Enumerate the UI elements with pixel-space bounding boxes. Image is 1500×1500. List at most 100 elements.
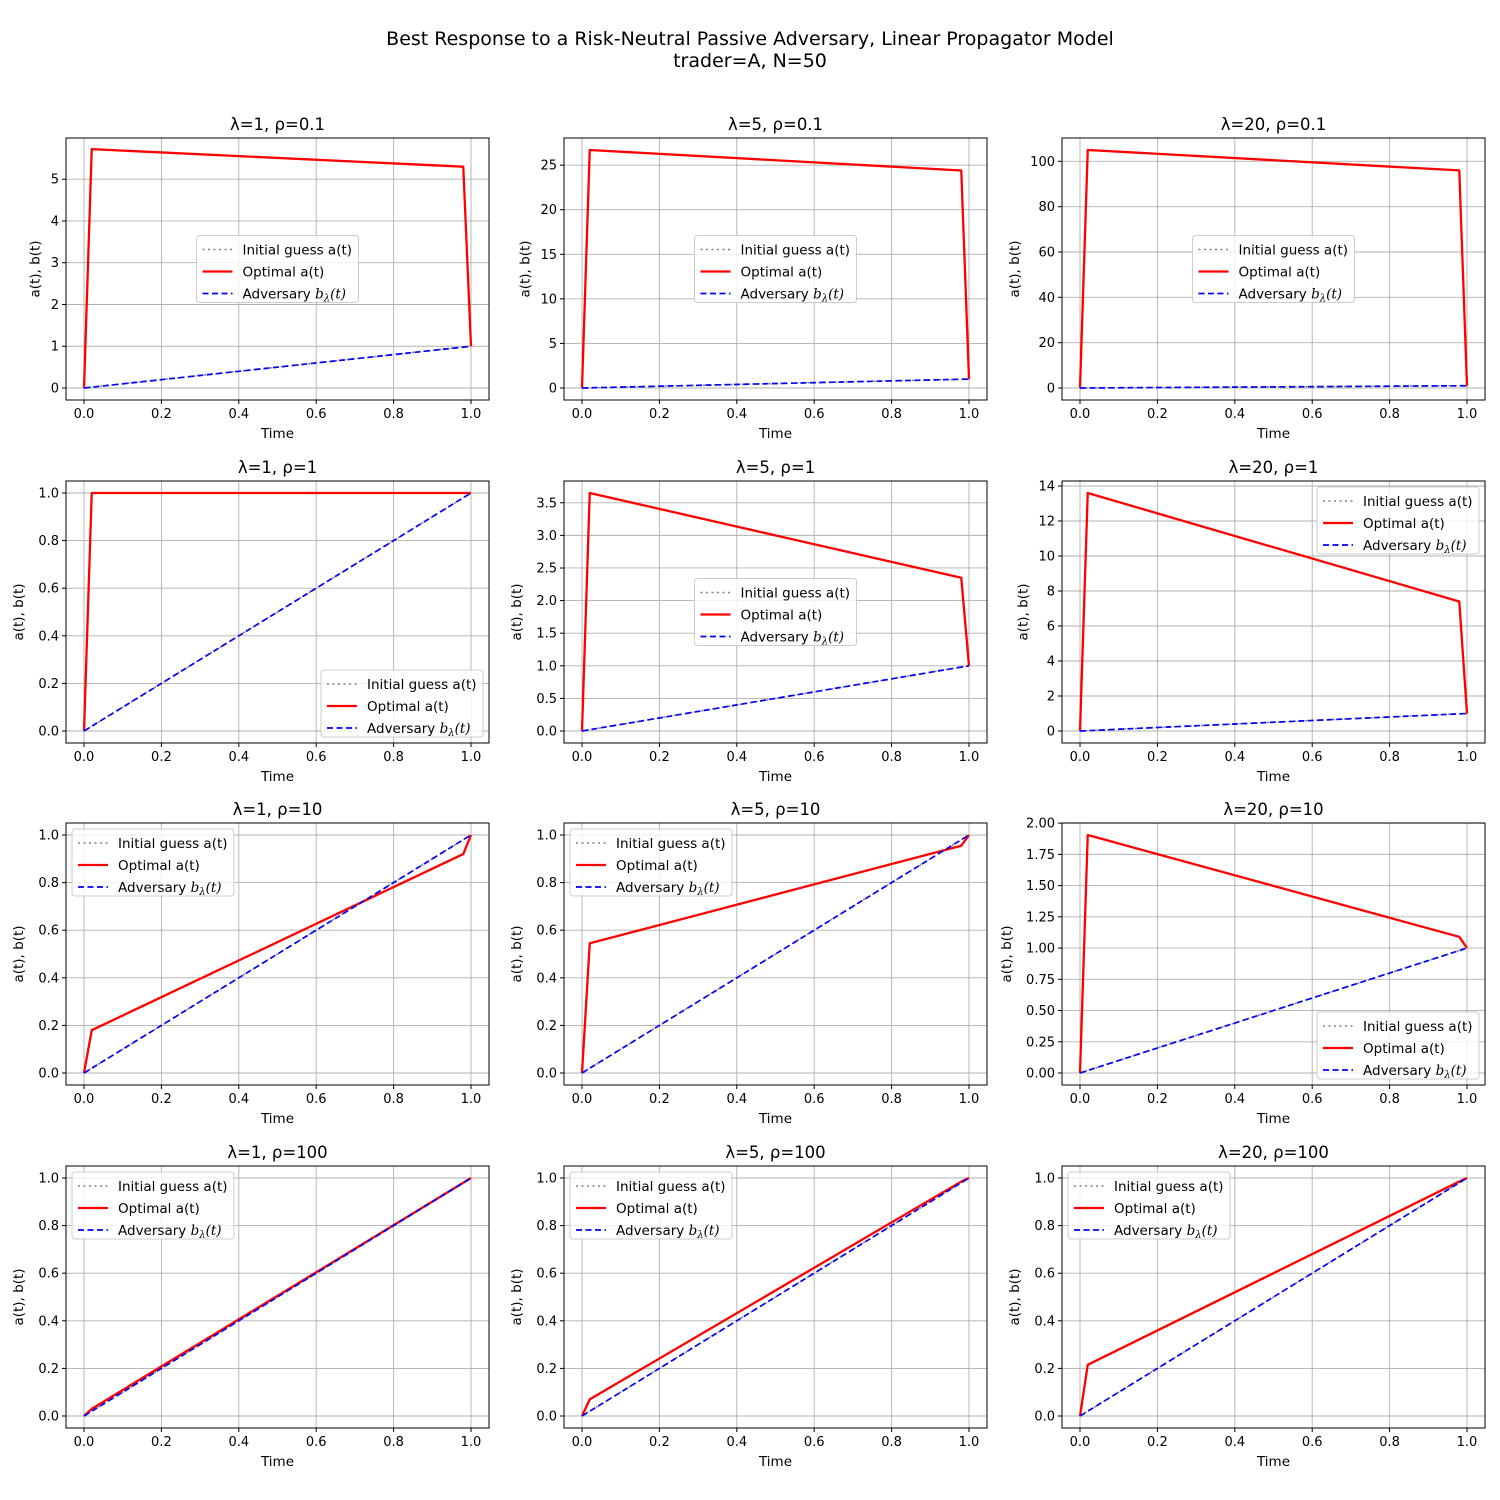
y-tick-label: 0.25 <box>1026 1035 1055 1050</box>
series-group <box>82 148 473 389</box>
legend-label-adversary: Adversary bλ(t) <box>1114 1223 1218 1241</box>
y-tick-label: 0.2 <box>536 1019 557 1034</box>
x-tick-label: 0.2 <box>649 1435 670 1450</box>
x-tick-label: 0.6 <box>1302 1092 1323 1107</box>
y-tick-label: 1.0 <box>1034 1172 1055 1187</box>
y-tick-label: 0.8 <box>1034 1219 1055 1234</box>
x-tick-label: 0.0 <box>1070 1435 1091 1450</box>
axes-frame <box>563 480 988 744</box>
series-group <box>580 148 971 389</box>
legend-label-adversary: Adversary bλ(t) <box>616 880 720 898</box>
legend-label-optimal: Optimal a(t) <box>1363 516 1445 532</box>
legend: Initial guess a(t) Optimal a(t) Adversary … <box>1316 1011 1480 1081</box>
y-tick-label: 0.6 <box>536 924 557 939</box>
legend-label-initial: Initial guess a(t) <box>243 243 353 259</box>
y-tick-label: 2 <box>51 298 59 313</box>
axes-frame <box>65 1165 490 1429</box>
subplot-2: 0.0 0.2 0.4 0.6 0.8 1.0 0 5 10 15 20 25 λ=5, ρ=0.1 Ti… <box>517 115 988 442</box>
figure-title-line2: trader=A, N=50 <box>673 50 827 72</box>
x-axis-label: Time <box>1256 769 1290 785</box>
y-tick-label: 5 <box>549 337 557 352</box>
x-tick-label: 1.0 <box>461 1092 482 1107</box>
legend-label-adversary: Adversary bλ(t) <box>118 1223 222 1241</box>
x-tick-label: 0.2 <box>151 1435 172 1450</box>
series-line-dashed <box>83 345 472 389</box>
y-tick-label: 0.6 <box>536 1267 557 1282</box>
x-tick-label: 0.0 <box>1070 407 1091 422</box>
y-tick-label: 3 <box>51 256 59 271</box>
y-tick-label: 0.8 <box>38 534 59 549</box>
x-tick-label: 1.0 <box>1457 1435 1478 1450</box>
x-tick-label: 0.4 <box>228 407 249 422</box>
y-tick-label: 1.0 <box>536 829 557 844</box>
x-tick-label: 0.2 <box>649 1092 670 1107</box>
series-line-solid <box>1078 833 1468 1074</box>
y-tick-label: 25 <box>540 159 557 174</box>
y-tick-label: 0.0 <box>38 1067 59 1082</box>
y-tick-label: 0.75 <box>1026 973 1055 988</box>
legend-label-initial: Initial guess a(t) <box>1114 1179 1224 1195</box>
y-tick-label: 2.0 <box>536 594 557 609</box>
legend-label-optimal: Optimal a(t) <box>367 699 449 715</box>
legend-box <box>694 578 857 646</box>
y-tick-label: 0.4 <box>38 971 59 986</box>
x-tick-label: 0.4 <box>1224 750 1245 765</box>
x-axis-label: Time <box>1256 1454 1290 1470</box>
x-tick-label: 0.8 <box>1379 1092 1400 1107</box>
y-tick-label: 1.75 <box>1026 848 1055 863</box>
y-tick-label: 5 <box>51 173 59 188</box>
legend-label-initial: Initial guess a(t) <box>1239 243 1349 259</box>
subplot-8: 0.0 0.2 0.4 0.6 0.8 1.0 0.0 0.2 0.4 0.6 0.8 1.0 λ=5,… <box>509 800 988 1127</box>
x-tick-label: 0.4 <box>1224 407 1245 422</box>
x-tick-label: 0.6 <box>804 407 825 422</box>
series-line-dashed <box>1079 384 1468 389</box>
y-axis-label: a(t), b(t) <box>509 1268 525 1325</box>
subplot-title: λ=5, ρ=10 <box>731 800 821 819</box>
x-tick-label: 1.0 <box>1457 1092 1478 1107</box>
x-tick-label: 0.4 <box>726 1092 747 1107</box>
y-tick-label: 10 <box>1038 550 1055 565</box>
series-group <box>1078 833 1468 1074</box>
x-tick-label: 0.8 <box>383 407 404 422</box>
y-tick-label: 0.00 <box>1026 1067 1055 1082</box>
y-tick-label: 100 <box>1030 155 1055 170</box>
x-tick-label: 0.8 <box>383 1092 404 1107</box>
y-tick-label: 0.8 <box>38 1219 59 1234</box>
series-line-dashed <box>581 378 970 389</box>
y-tick-label: 0.6 <box>38 924 59 939</box>
x-tick-label: 1.0 <box>461 1435 482 1450</box>
x-tick-label: 0.2 <box>1147 407 1168 422</box>
x-tick-label: 0.0 <box>74 1435 95 1450</box>
x-axis-label: Time <box>1256 426 1290 442</box>
legend-box <box>1316 486 1480 555</box>
x-tick-label: 1.0 <box>461 750 482 765</box>
y-tick-label: 0.4 <box>38 1314 59 1329</box>
legend-label-adversary: Adversary bλ(t) <box>243 287 347 305</box>
series-line-dotted <box>581 1177 970 1417</box>
x-tick-label: 0.4 <box>228 750 249 765</box>
y-tick-label: 0.5 <box>536 692 557 707</box>
y-tick-label: 4 <box>1047 655 1055 670</box>
x-tick-label: 1.0 <box>1457 750 1478 765</box>
figure-title-line1: Best Response to a Risk-Neutral Passive … <box>386 28 1114 50</box>
x-tick-label: 0.8 <box>383 1435 404 1450</box>
y-axis-label: a(t), b(t) <box>11 583 27 640</box>
x-tick-label: 0.6 <box>306 1092 327 1107</box>
series-line-dashed <box>1079 712 1468 732</box>
x-tick-label: 0.4 <box>726 1435 747 1450</box>
legend-box <box>1192 235 1355 303</box>
x-axis-label: Time <box>1256 1111 1290 1127</box>
y-tick-label: 0.2 <box>536 1362 557 1377</box>
legend-label-initial: Initial guess a(t) <box>741 243 851 259</box>
x-tick-label: 0.2 <box>649 750 670 765</box>
y-tick-label: 0.8 <box>536 1219 557 1234</box>
legend-label-adversary: Adversary bλ(t) <box>118 880 222 898</box>
x-tick-label: 0.0 <box>572 1435 593 1450</box>
x-tick-label: 0.0 <box>572 407 593 422</box>
subplot-title: λ=1, ρ=1 <box>238 458 317 477</box>
x-axis-label: Time <box>758 426 792 442</box>
x-tick-label: 0.8 <box>1379 1435 1400 1450</box>
legend-box <box>569 828 733 897</box>
y-tick-label: 0.6 <box>1034 1267 1055 1282</box>
legend: Initial guess a(t) Optimal a(t) Adversary … <box>71 1171 235 1241</box>
